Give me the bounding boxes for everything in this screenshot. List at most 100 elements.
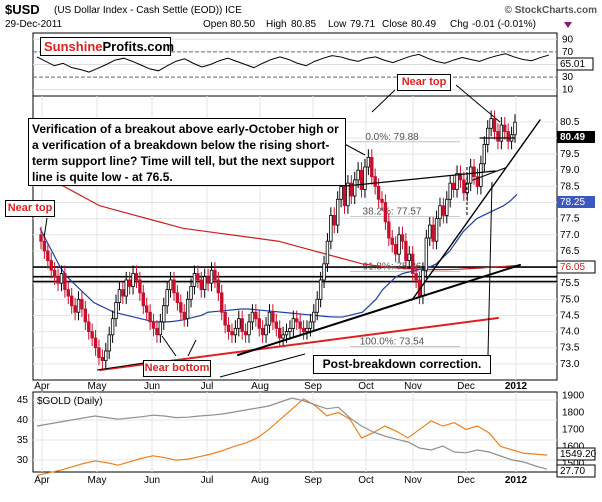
price-bar-body: [104, 350, 108, 362]
x-tick-label: Aug: [251, 381, 269, 392]
price-bar-body: [49, 260, 53, 271]
price-bar-body: [284, 331, 289, 336]
price-bar-body: [117, 289, 122, 303]
price-bar-body: [370, 156, 374, 178]
price-bar-body: [121, 289, 125, 297]
post-breakdown-pointer-1: [219, 353, 306, 378]
price-bar-body: [257, 318, 261, 329]
price-bar-body: [305, 327, 309, 332]
price-bar-body: [315, 298, 319, 313]
price-bar-body: [322, 263, 326, 281]
price-bar-body: [288, 327, 292, 332]
price-bar-body: [366, 156, 371, 168]
price-bar-body: [185, 298, 190, 320]
gold-series: [36, 397, 548, 476]
rsi-tick-label: 10: [562, 85, 574, 96]
ma-short-box: 78.25: [557, 196, 595, 208]
price-bar-body: [52, 269, 57, 278]
rsi-last-box-frame: [556, 57, 594, 71]
price-bar-body: [295, 318, 299, 323]
price-bar-body: [499, 124, 504, 142]
price-bar-body: [346, 182, 350, 207]
near-bottom-pointer-2: [187, 339, 197, 357]
price-bar-body: [400, 234, 405, 242]
price-tick-label: 77.5: [560, 214, 580, 225]
price-bar-body: [260, 327, 265, 336]
near-bottom-pointer-1: [161, 335, 177, 357]
price-bar-body: [486, 127, 490, 145]
near-bottom-pointer-3: [96, 361, 151, 371]
price-bar-body: [151, 321, 156, 329]
chg-label: Chg: [450, 19, 468, 30]
gold-right-tick-label: 1700: [562, 424, 585, 435]
ma-long-line: [39, 172, 518, 271]
price-axis: 73.073.574.074.575.075.576.076.577.077.5…: [560, 117, 580, 370]
price-bar-body: [387, 221, 391, 239]
gold-right-tick-label: 1900: [562, 390, 585, 401]
rsi-series: [36, 53, 550, 73]
price-bar-body: [489, 118, 493, 129]
x-tick-label: Jun: [144, 381, 160, 392]
price-bar-body: [59, 273, 64, 284]
price-bar-body: [349, 182, 354, 197]
symbol: $USD: [5, 2, 40, 17]
price-bar-body: [271, 311, 275, 323]
price-bar-body: [39, 234, 43, 242]
price-bar-body: [455, 173, 459, 190]
price-bar-body: [291, 318, 296, 329]
high-label: High: [266, 19, 287, 30]
x-tick-label: May: [88, 475, 107, 486]
price-bar-body: [428, 224, 432, 239]
price-bar-body: [216, 279, 221, 294]
price-bar-body: [114, 302, 118, 320]
price-bar-body: [373, 176, 377, 187]
price-bar-body: [359, 169, 364, 190]
price-tick-label: 73.0: [560, 359, 580, 370]
price-tick-label: 75.5: [560, 278, 580, 289]
price-tick-label: 74.0: [560, 327, 580, 338]
price-bar-body: [438, 205, 442, 220]
price-tick-label: 74.5: [560, 310, 580, 321]
price-bar-body: [247, 321, 251, 336]
low-value: 79.71: [350, 19, 375, 30]
close-label: Close: [382, 19, 408, 30]
gold-last-value: 1549.20: [560, 449, 597, 460]
price-bar-body: [325, 240, 330, 265]
price-bar-body: [414, 273, 418, 281]
rsi-tick-label: 30: [562, 72, 574, 83]
price-bar-body: [46, 250, 50, 261]
price-bar-body: [73, 305, 77, 313]
price-tick-label: 79.0: [560, 165, 580, 176]
x-tick-label: Apr: [34, 475, 50, 486]
open-value: 80.50: [230, 19, 255, 30]
price-bar-body: [220, 292, 224, 313]
price-bar-body: [63, 273, 67, 291]
chg-value: -0.01 (-0.01%): [472, 19, 536, 30]
last-price-value: 80.49: [560, 132, 585, 143]
x-tick-label: Dec: [457, 381, 475, 392]
price-bar-body: [475, 176, 480, 187]
gold-panel-title: $GOLD (Daily): [37, 396, 103, 407]
price-bar-body: [87, 321, 91, 332]
rsi-tick-label: 70: [562, 47, 574, 58]
price-bar-body: [301, 327, 306, 332]
gold-left-tick-label: 30: [17, 455, 29, 466]
price-bar-body: [158, 321, 163, 336]
price-bar-body: [335, 198, 340, 226]
price-bar-body: [482, 144, 487, 165]
price-bar-body: [182, 311, 186, 320]
price-bar-body: [329, 215, 333, 242]
price-bar-body: [254, 311, 258, 320]
price-bar-body: [127, 279, 132, 287]
near-top-right-pointer-1: [371, 89, 396, 113]
price-bar-body: [503, 124, 507, 132]
price-bar-body: [404, 240, 408, 261]
price-bar-body: [168, 279, 173, 291]
price-bar-body: [110, 318, 115, 336]
price-bar-body: [308, 321, 313, 329]
price-bar-body: [237, 318, 241, 329]
short-term-support-line: [411, 119, 541, 301]
x-tick-label: Jul: [201, 381, 214, 392]
rsi-tick-label: 90: [562, 34, 574, 45]
